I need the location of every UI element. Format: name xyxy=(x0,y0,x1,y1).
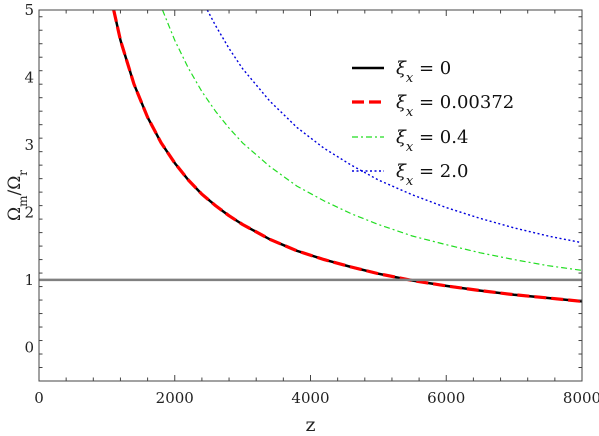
y-tick-label: 0 xyxy=(24,338,34,356)
x-tick-label: 8000 xyxy=(563,389,599,407)
legend: ξx = 0 ξx = 0.00372 ξx = 0.4 ξx = 2.0 xyxy=(352,58,514,189)
series-line-2 xyxy=(161,10,582,271)
ticks-layer xyxy=(38,10,583,382)
legend-label-1: ξx = 0.00372 xyxy=(396,92,514,120)
x-tick-label: 4000 xyxy=(291,389,329,407)
x-tick-label: 6000 xyxy=(427,389,465,407)
plot-frame xyxy=(38,9,583,382)
legend-label-0: ξx = 0 xyxy=(396,58,451,86)
x-tick-label: 2000 xyxy=(156,389,194,407)
x-axis-label: z xyxy=(305,414,315,436)
x-tick-label: 0 xyxy=(34,389,44,407)
y-tick-label: 3 xyxy=(24,136,34,154)
series-layer xyxy=(112,10,582,303)
y-tick-label: 5 xyxy=(24,1,34,19)
legend-label-3: ξx = 2.0 xyxy=(396,161,468,189)
y-tick-label: 4 xyxy=(24,68,34,86)
series-line-3 xyxy=(206,10,582,244)
tick-labels-layer: 0 2000 4000 6000 8000 0 1 2 3 4 5 xyxy=(24,1,599,407)
series-line-0 xyxy=(112,10,582,303)
legend-label-2: ξx = 0.4 xyxy=(396,127,468,155)
series-line-1 xyxy=(112,10,582,303)
y-tick-label: 1 xyxy=(24,271,34,289)
y-tick-label: 2 xyxy=(24,203,34,221)
